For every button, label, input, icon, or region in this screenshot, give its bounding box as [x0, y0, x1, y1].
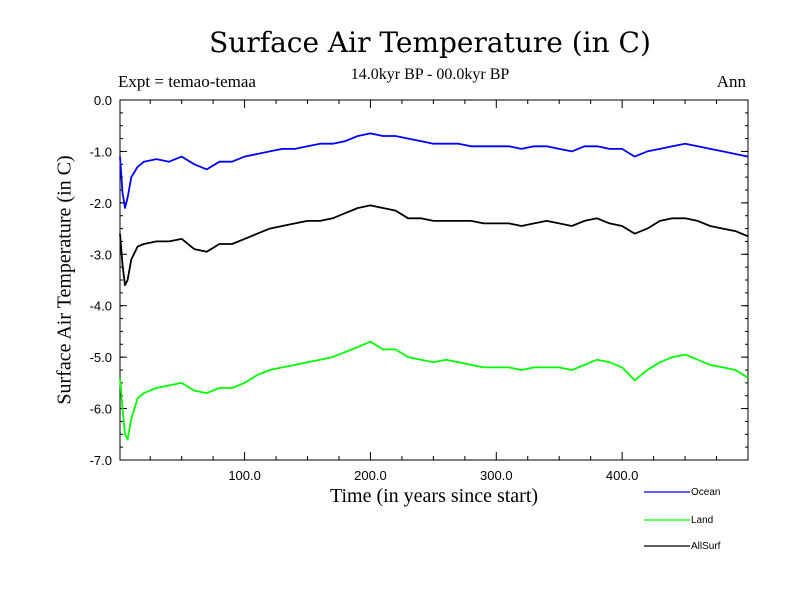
series-line-land	[119, 340, 749, 441]
legend-label-allsurf: AllSurf	[691, 541, 721, 552]
series-layer	[119, 132, 749, 441]
axis-ticks: 0.0 -1.0 -2.0 -3.0 -4.0 -5.0 -6.0 -7.0 100.0 200.…	[90, 93, 748, 483]
season-label: Ann	[716, 72, 746, 91]
series-line-allsurf	[119, 204, 749, 287]
legend-label-ocean: Ocean	[691, 487, 720, 498]
legend-label-land: Land	[691, 515, 713, 526]
series-line-ocean	[119, 132, 749, 209]
y-tick-label: -6.0	[90, 402, 112, 417]
x-tick-label: 400.0	[606, 468, 639, 483]
x-tick-label: 200.0	[354, 468, 387, 483]
y-tick-label: 0.0	[94, 93, 112, 108]
y-tick-label: -4.0	[90, 299, 112, 314]
x-tick-label: 300.0	[480, 468, 513, 483]
experiment-label: Expt = temao-temaa	[118, 72, 256, 91]
plot-frame	[119, 99, 749, 461]
legend: Ocean Land AllSurf	[644, 487, 721, 552]
y-tick-label: -3.0	[90, 247, 112, 262]
x-axis-label: Time (in years since start)	[329, 485, 539, 507]
chart-title: Surface Air Temperature (in C)	[209, 26, 651, 59]
x-tick-label: 100.0	[228, 468, 261, 483]
y-tick-label: -7.0	[90, 453, 112, 468]
y-tick-label: -1.0	[90, 144, 112, 159]
chart-subtitle: 14.0kyr BP - 00.0kyr BP	[350, 66, 510, 83]
y-tick-label: -2.0	[90, 196, 112, 211]
y-tick-label: -5.0	[90, 350, 112, 365]
